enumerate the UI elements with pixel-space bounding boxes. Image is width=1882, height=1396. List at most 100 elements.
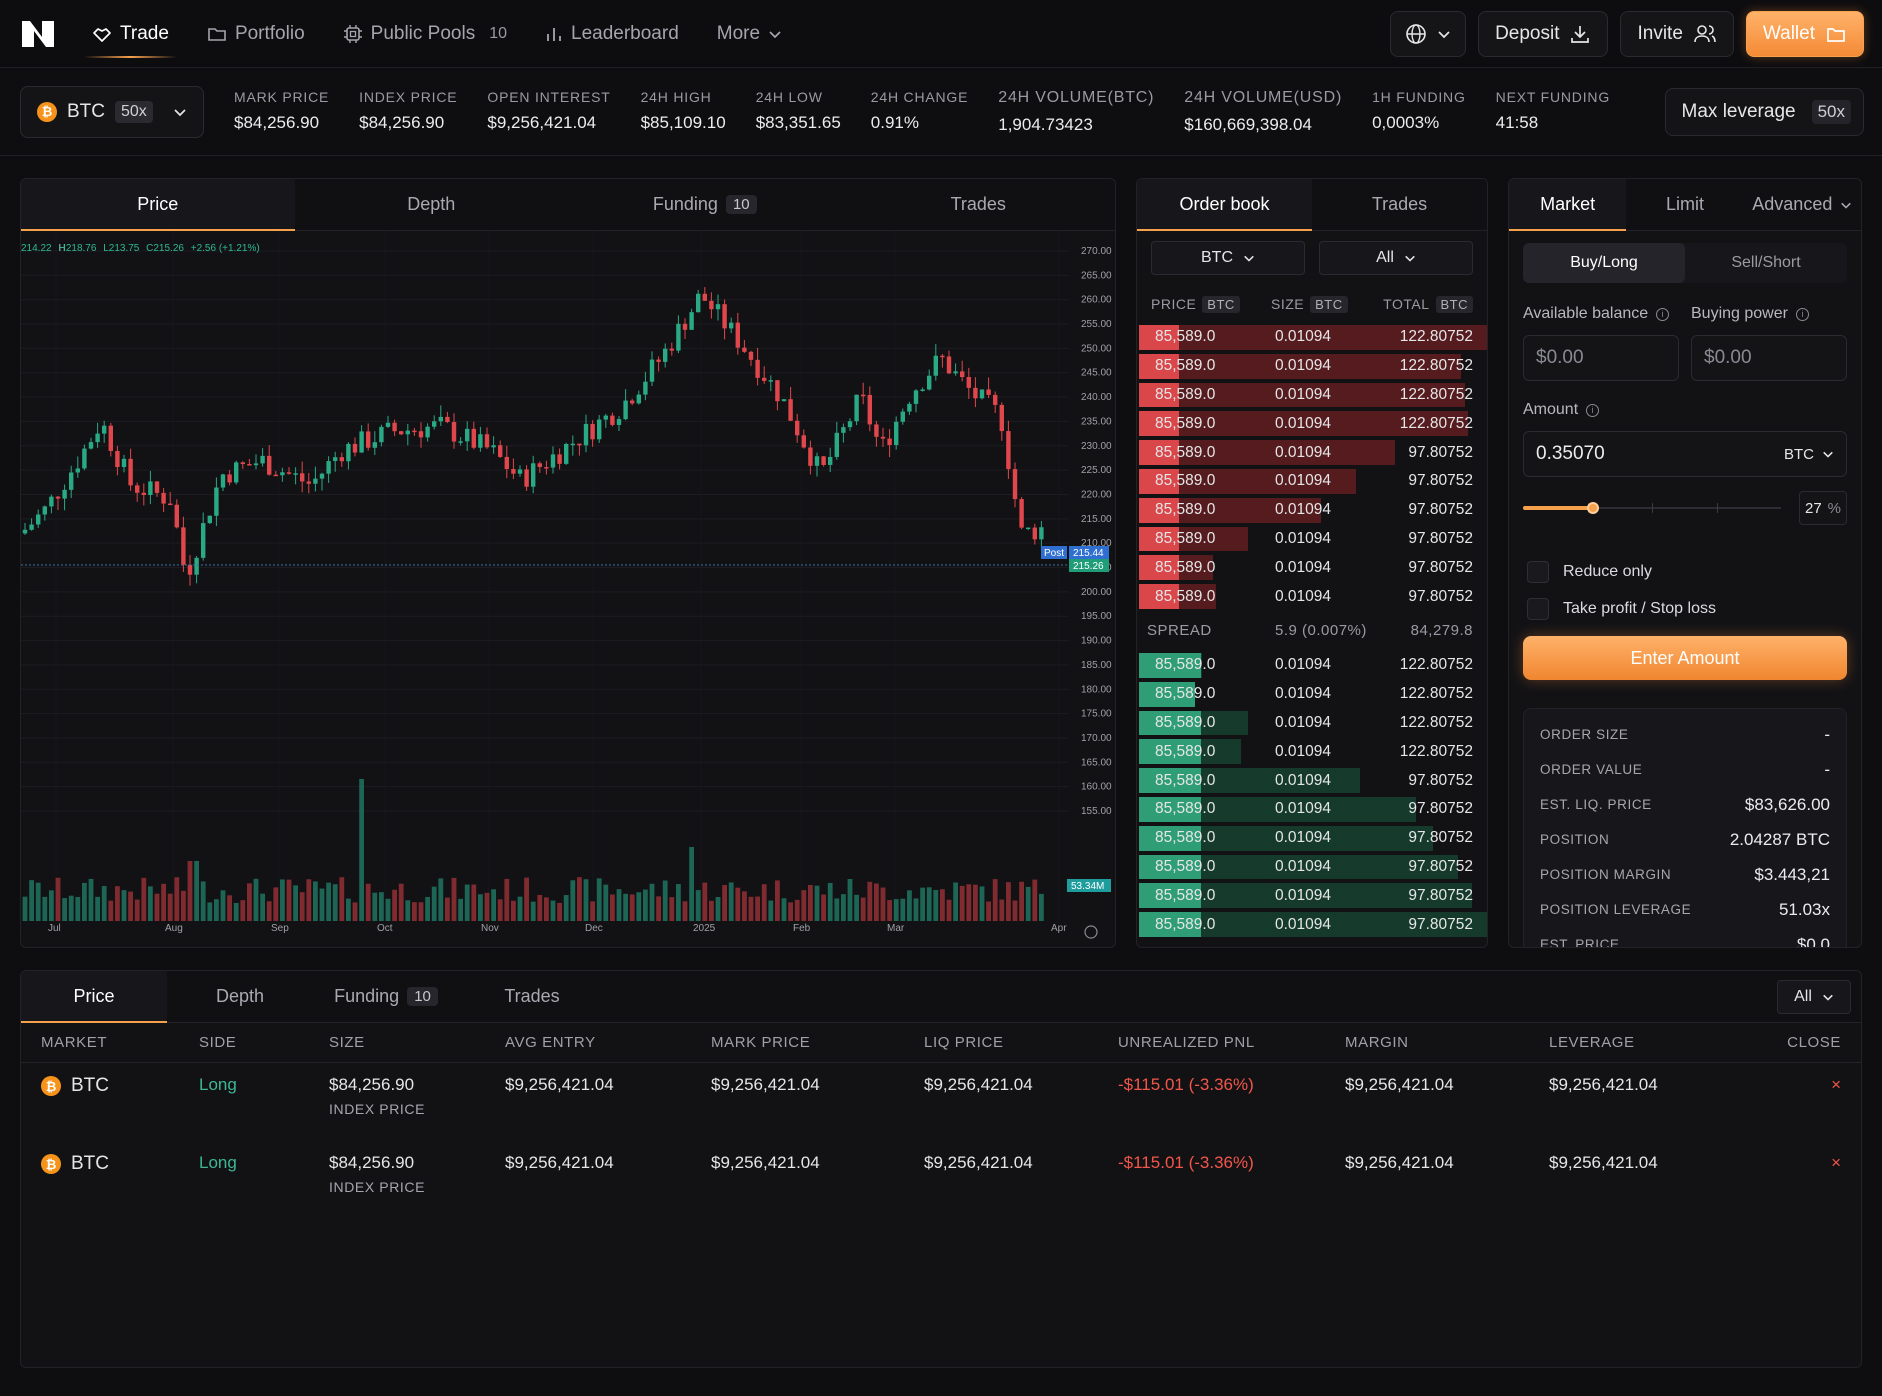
info-icon[interactable]: i — [1795, 307, 1809, 321]
y-tick-label: 180.00 — [1081, 684, 1112, 695]
buy-long-button[interactable]: Buy/Long — [1523, 243, 1685, 283]
nav-leaderboard[interactable]: Leaderboard — [545, 0, 679, 68]
ask-row[interactable]: 85,589.0 0.01094 97.80752 — [1137, 553, 1487, 582]
candle-body — [861, 394, 866, 397]
tab-funding[interactable]: Funding 10 — [568, 179, 842, 230]
volume-bar — [530, 901, 536, 921]
bid-row[interactable]: 85,589.0 0.01094 122.80752 — [1137, 680, 1487, 709]
amount-slider[interactable] — [1523, 498, 1781, 518]
candle-body — [986, 389, 991, 395]
positions-tab-trades[interactable]: Trades — [459, 971, 605, 1022]
positions-tab-funding[interactable]: Funding 10 — [313, 971, 459, 1022]
tab-trades[interactable]: Trades — [842, 179, 1116, 230]
candlestick-chart[interactable]: 270.00 265.00 260.00 255.00 250.00 245.00 240.… — [21, 231, 1115, 947]
bid-total: 97.80752 — [1408, 800, 1473, 818]
volume-bar — [214, 899, 219, 921]
tab-advanced[interactable]: Advanced — [1744, 179, 1861, 230]
language-button[interactable] — [1390, 10, 1467, 57]
ask-row[interactable]: 85,589.0 0.01094 97.80752 — [1137, 582, 1487, 611]
tab-depth[interactable]: Depth — [295, 179, 569, 230]
y-tick-label: 265.00 — [1081, 270, 1112, 281]
asset-filter-select[interactable]: BTC — [1151, 241, 1305, 275]
buying-power-input[interactable]: $0.00 — [1691, 335, 1847, 381]
wallet-button[interactable]: Wallet — [1745, 10, 1864, 57]
slider-handle[interactable] — [1586, 502, 1599, 514]
invite-button[interactable]: Invite — [1620, 10, 1734, 57]
tpsl-label: Take profit / Stop loss — [1563, 600, 1716, 617]
bid-row[interactable]: 85,589.0 0.01094 97.80752 — [1137, 910, 1487, 939]
sell-short-button[interactable]: Sell/Short — [1731, 254, 1801, 271]
nav-public-pools[interactable]: Public Pools 10 — [343, 0, 507, 68]
amount-input[interactable]: 0.35070 BTC — [1523, 431, 1847, 477]
size-sublabel: INDEX PRICE — [329, 1179, 426, 1195]
position-row[interactable]: ₿ BTC Long $84,256.90 INDEX PRICE $9,256,4… — [21, 1063, 1861, 1141]
bid-row[interactable]: 85,589.0 0.01094 122.80752 — [1137, 709, 1487, 738]
position-size: $84,256.90 INDEX PRICE — [329, 1153, 505, 1195]
candle-body — [478, 434, 483, 448]
positions-tab-price[interactable]: Price — [21, 971, 167, 1023]
tpsl-checkbox[interactable] — [1527, 598, 1549, 620]
tab-order-book[interactable]: Order book — [1137, 179, 1312, 231]
bid-row[interactable]: 85,589.0 0.01094 97.80752 — [1137, 795, 1487, 824]
bid-row[interactable]: 85,589.0 0.01094 97.80752 — [1137, 824, 1487, 853]
close-position-button[interactable]: × — [1729, 1075, 1861, 1095]
bid-row[interactable]: 85,589.0 0.01094 122.80752 — [1137, 737, 1487, 766]
ask-row[interactable]: 85,589.0 0.01094 122.80752 — [1137, 323, 1487, 352]
positions-tab-depth[interactable]: Depth — [167, 971, 313, 1022]
price-chart[interactable]: 270.00 265.00 260.00 255.00 250.00 245.00 240.… — [21, 231, 1115, 947]
bid-row[interactable]: 85,589.0 0.01094 97.80752 — [1137, 853, 1487, 882]
ask-row[interactable]: 85,589.0 0.01094 97.80752 — [1137, 438, 1487, 467]
ask-total: 122.80752 — [1399, 414, 1473, 432]
ask-row[interactable]: 85,589.0 0.01094 97.80752 — [1137, 496, 1487, 525]
tab-limit[interactable]: Limit — [1626, 179, 1743, 230]
volume-bar — [1039, 893, 1044, 921]
candle-body — [828, 456, 833, 465]
deposit-button[interactable]: Deposit — [1478, 10, 1609, 57]
positions-filter-select[interactable]: All — [1777, 979, 1851, 1014]
bid-row[interactable]: 85,589.0 0.01094 122.80752 — [1137, 651, 1487, 680]
stat-key: MARK PRICE — [234, 88, 330, 105]
tab-label: Price — [73, 986, 115, 1006]
max-leverage-button[interactable]: Max leverage 50x — [1664, 88, 1864, 136]
tab-label: Depth — [407, 194, 456, 214]
symbol-selector[interactable]: ₿ BTC 50x — [20, 85, 204, 138]
info-icon[interactable]: i — [1586, 403, 1600, 417]
info-icon[interactable]: i — [1656, 307, 1670, 321]
nav-trade[interactable]: Trade — [84, 0, 177, 68]
ask-row[interactable]: 85,589.0 0.01094 97.80752 — [1137, 467, 1487, 496]
enter-amount-button[interactable]: Enter Amount — [1523, 636, 1847, 680]
ask-row[interactable]: 85,589.0 0.01094 122.80752 — [1137, 381, 1487, 410]
volume-bar — [359, 779, 364, 921]
volume-bar — [431, 886, 437, 921]
nav-portfolio[interactable]: Portfolio — [207, 0, 305, 68]
volume-bar — [847, 879, 853, 921]
size-header: SIZE — [1271, 296, 1305, 312]
available-balance-input[interactable]: $0.00 — [1523, 335, 1679, 381]
volume-bar — [715, 897, 721, 921]
ask-row[interactable]: 85,589.0 0.01094 122.80752 — [1137, 352, 1487, 381]
reduce-only-checkbox[interactable] — [1527, 561, 1549, 583]
close-position-button[interactable]: × — [1729, 1153, 1861, 1173]
tab-market[interactable]: Market — [1509, 179, 1627, 231]
side-filter-select[interactable]: All — [1319, 241, 1473, 275]
ask-row[interactable]: 85,589.0 0.01094 122.80752 — [1137, 409, 1487, 438]
app-logo-icon[interactable] — [20, 19, 56, 49]
position-row[interactable]: ₿ BTC Long $84,256.90 INDEX PRICE $9,256,4… — [21, 1141, 1861, 1219]
ask-row[interactable]: 85,589.0 0.01094 97.80752 — [1137, 525, 1487, 554]
bid-size: 0.01094 — [1275, 886, 1332, 904]
candle-body — [168, 503, 173, 506]
summary-key: EST. PRICE — [1540, 937, 1620, 948]
tab-orderbook-trades[interactable]: Trades — [1312, 179, 1487, 230]
volume-bar — [108, 900, 114, 921]
amount-unit-select[interactable]: BTC — [1784, 446, 1834, 463]
volume-bar — [768, 900, 774, 921]
x-tick-label: Sep — [271, 923, 289, 934]
nav-more[interactable]: More — [717, 0, 782, 68]
bid-row[interactable]: 85,589.0 0.01094 97.80752 — [1137, 766, 1487, 795]
candle-body — [504, 456, 509, 470]
ask-total: 122.80752 — [1399, 385, 1473, 403]
tab-price[interactable]: Price — [21, 179, 295, 231]
percent-input[interactable]: 27% — [1799, 491, 1847, 525]
volume-bar — [484, 892, 490, 921]
bid-row[interactable]: 85,589.0 0.01094 97.80752 — [1137, 881, 1487, 910]
